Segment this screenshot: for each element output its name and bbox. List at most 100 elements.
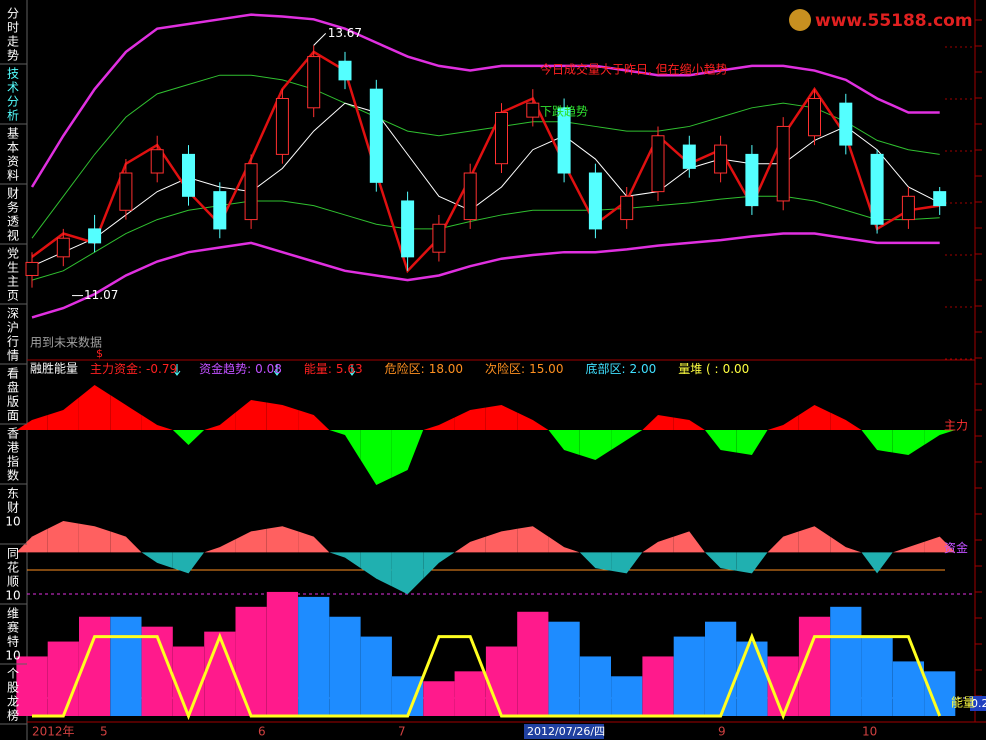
bar (141, 626, 173, 716)
sidebar-tab[interactable]: 行 (7, 335, 19, 349)
x-tick-label: 2012年 (32, 725, 75, 739)
bar (172, 646, 205, 716)
sidebar-tab[interactable]: 龙 (7, 695, 19, 709)
candle-body (88, 228, 102, 244)
candle-body (682, 144, 696, 169)
readout-value: 2.00 (630, 362, 657, 376)
sidebar-tab[interactable]: 个 (7, 667, 19, 681)
sidebar-tab[interactable]: 看 (7, 367, 19, 381)
sidebar-tab[interactable]: 港 (7, 441, 19, 455)
area-segment (673, 417, 705, 430)
x-tick-label: 6 (258, 725, 266, 739)
bar (485, 646, 518, 716)
area-segment (892, 430, 924, 455)
candle-body (808, 97, 821, 137)
area-segment (924, 536, 956, 553)
high-label: 13.67 (328, 26, 362, 40)
area-segment (642, 415, 674, 430)
area-segment (16, 415, 48, 430)
sidebar-tab[interactable]: 技 (7, 67, 19, 81)
sidebar-tab[interactable]: 走 (7, 35, 19, 49)
sidebar-tab[interactable]: 顺 (7, 575, 19, 589)
sidebar-tab[interactable]: 视 (7, 228, 19, 243)
sidebar-tab[interactable]: 版 (7, 395, 19, 409)
sidebar-tab[interactable]: 数 (7, 468, 19, 483)
sidebar-tab[interactable]: 同 (7, 547, 19, 561)
sidebar-tab[interactable]: 10 (5, 515, 20, 529)
area-segment (110, 531, 142, 553)
sidebar-tab[interactable]: 务 (7, 200, 19, 215)
sidebar-tab[interactable]: 指 (7, 454, 19, 469)
candle-body (588, 172, 602, 230)
sidebar-tab[interactable]: 榜 (7, 708, 19, 723)
sidebar-tab[interactable]: 财 (7, 501, 19, 515)
sidebar-tab[interactable]: 时 (7, 21, 19, 35)
sidebar-tab[interactable]: 基 (7, 127, 19, 141)
sidebar-tab[interactable]: 页 (7, 289, 19, 303)
sidebar-tab[interactable]: 花 (7, 560, 19, 575)
sidebar-tab[interactable]: 面 (7, 409, 19, 423)
area-segment (298, 531, 330, 553)
sidebar-tab[interactable]: 沪 (7, 321, 19, 335)
trend-arrows (173, 364, 356, 376)
area-segment (798, 526, 831, 553)
candle-body (776, 125, 790, 202)
area-segment (79, 523, 111, 553)
candle-body (244, 163, 258, 221)
candle-body (401, 200, 415, 258)
candle-body (870, 153, 884, 225)
area-segment (924, 430, 956, 445)
sidebar-tab[interactable]: 分 (7, 7, 19, 21)
bar (110, 616, 142, 716)
bar (548, 621, 580, 716)
annotation: $ (96, 347, 103, 360)
sidebar-tab[interactable]: 生 (7, 261, 19, 275)
sidebar-tab[interactable]: 香 (7, 427, 19, 441)
area-segment (392, 430, 424, 478)
sidebar-tab[interactable]: 析 (7, 109, 19, 123)
sidebar-tab[interactable]: 资 (7, 155, 19, 169)
candle-body (901, 195, 915, 221)
readout-box (970, 696, 986, 711)
bar (892, 661, 924, 716)
sidebar-tab[interactable]: 主 (7, 275, 19, 289)
sidebar-tab[interactable]: 深 (7, 307, 19, 321)
sidebar-tab[interactable]: 财 (7, 187, 19, 201)
sidebar-tab[interactable]: 盘 (7, 380, 19, 395)
readout-value: 0.08 (255, 362, 282, 376)
area-segment (172, 552, 205, 574)
sidebar-tab[interactable]: 党 (7, 246, 19, 261)
sidebar-tab[interactable]: 势 (7, 49, 19, 63)
sidebar-tab[interactable]: 分 (7, 95, 19, 109)
area-segment (47, 520, 79, 553)
area-segment (485, 528, 518, 553)
sidebar-tab[interactable]: 东 (7, 487, 19, 501)
sidebar-tab[interactable]: 情 (7, 349, 19, 363)
sidebar-tab[interactable]: 特 (7, 634, 19, 649)
sidebar-tab[interactable]: 术 (7, 81, 19, 95)
area-segment (204, 539, 236, 553)
area-segment (642, 536, 674, 553)
sidebar-tab[interactable]: 10 (5, 649, 20, 663)
candle-body (745, 153, 759, 207)
area-segment (485, 405, 518, 430)
sidebar-tab[interactable]: 10 (5, 589, 20, 603)
sidebar-tab[interactable]: 本 (7, 141, 19, 155)
bar (736, 641, 768, 716)
sidebar-tab[interactable]: 透 (7, 215, 19, 229)
sidebar-tab[interactable]: 赛 (7, 620, 19, 635)
area-segment (548, 430, 580, 455)
candle-body (150, 149, 164, 174)
sidebar-tab[interactable]: 料 (7, 169, 19, 183)
indicator-line (30, 13, 940, 188)
sidebar-tab[interactable]: 维 (7, 607, 19, 621)
sidebar-tab[interactable]: 股 (7, 681, 19, 695)
area-segment (235, 400, 267, 430)
candle-body (275, 97, 289, 155)
area-segment (329, 552, 361, 569)
area-segment (266, 526, 298, 553)
area-segment (517, 412, 549, 430)
x-tick-label: 10 (862, 725, 877, 739)
panel-title: 融胜能量 (30, 361, 78, 376)
